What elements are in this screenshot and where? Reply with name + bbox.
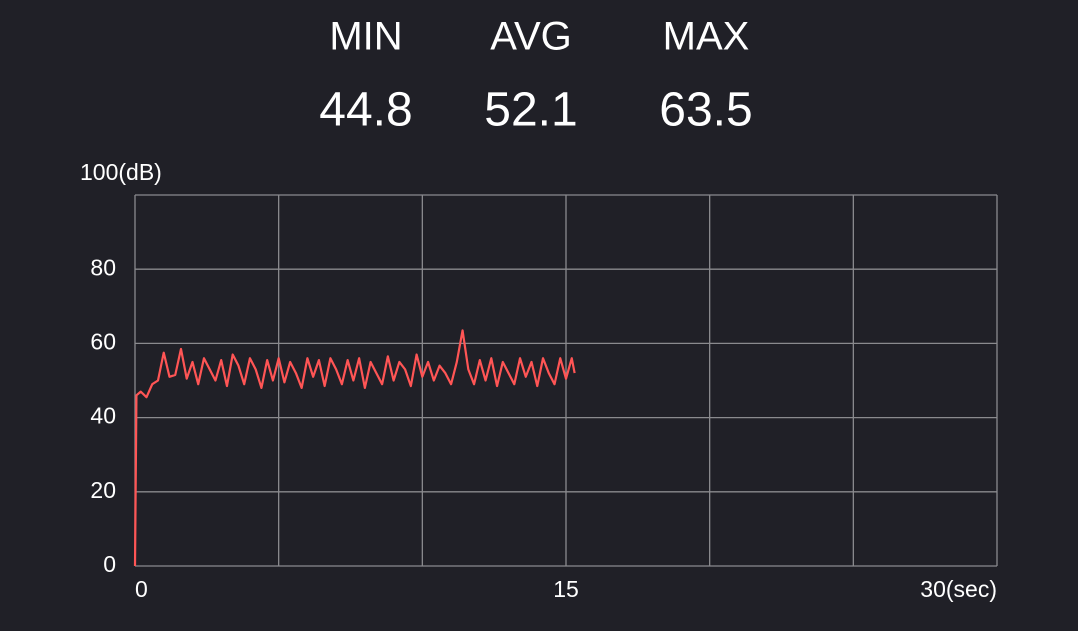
y-tick-label: 80 bbox=[90, 254, 116, 280]
x-tick-label: 15 bbox=[553, 576, 579, 602]
stat-value: 44.8 bbox=[319, 84, 412, 137]
y-tick-label: 20 bbox=[90, 477, 116, 503]
stat-label: MAX bbox=[663, 15, 750, 59]
y-tick-label: 100(dB) bbox=[80, 159, 162, 185]
stat-label: AVG bbox=[490, 15, 572, 59]
stat-value: 63.5 bbox=[659, 84, 752, 137]
y-tick-label: 0 bbox=[103, 551, 116, 577]
stat-label: MIN bbox=[329, 15, 402, 59]
x-tick-label: 0 bbox=[135, 576, 148, 602]
data-line bbox=[133, 329, 576, 567]
y-tick-label: 40 bbox=[90, 403, 116, 429]
y-tick-label: 60 bbox=[90, 328, 116, 354]
stat-value: 52.1 bbox=[484, 84, 577, 137]
x-tick-label: 30(sec) bbox=[920, 576, 997, 602]
